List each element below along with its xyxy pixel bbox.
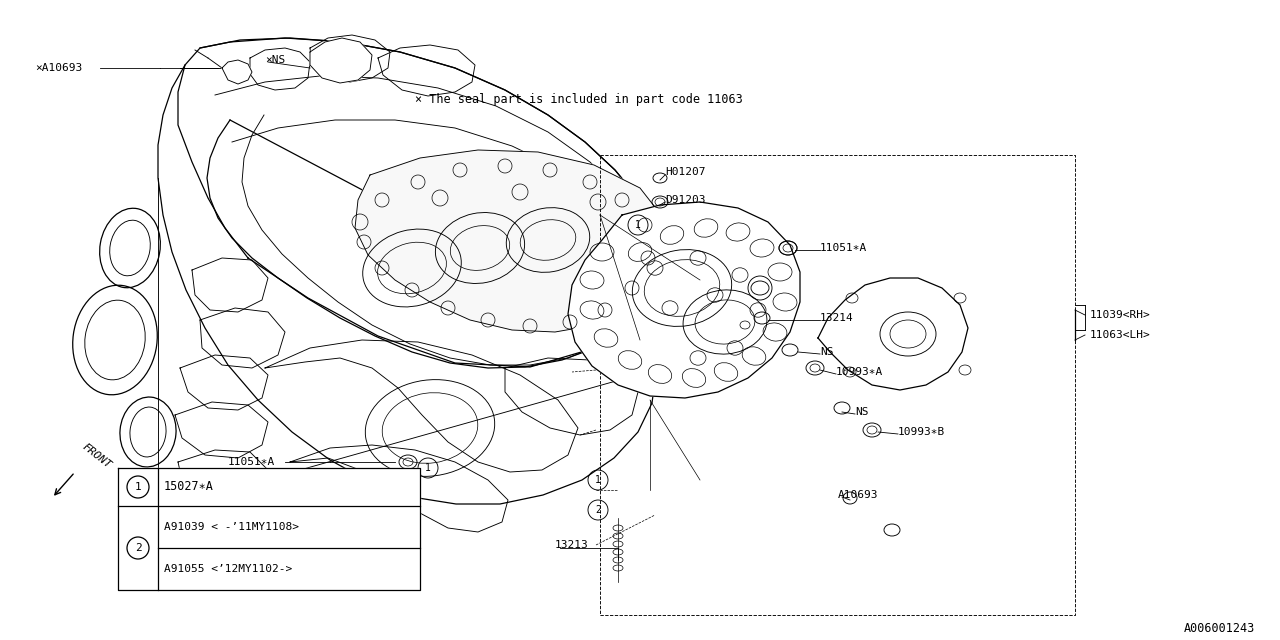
Text: D91203: D91203 [666,195,705,205]
Text: 1: 1 [425,463,431,473]
Text: NS: NS [820,347,833,357]
Text: ×NS: ×NS [265,55,285,65]
Text: H01207: H01207 [666,167,705,177]
Polygon shape [221,60,252,84]
Text: 11063<LH>: 11063<LH> [1091,330,1151,340]
Text: 11051∗A: 11051∗A [228,457,275,467]
Text: ×A10693: ×A10693 [35,63,82,73]
Text: 1: 1 [595,475,600,485]
Polygon shape [118,468,420,590]
Polygon shape [355,150,668,332]
Text: A91055 <’12MY1102->: A91055 <’12MY1102-> [164,564,292,574]
Text: 15027∗A: 15027∗A [164,481,214,493]
Text: 10993∗A: 10993∗A [836,367,883,377]
Polygon shape [178,38,658,367]
Text: 10993∗B: 10993∗B [899,427,945,437]
Text: 11039<RH>: 11039<RH> [1091,310,1151,320]
Text: FRONT: FRONT [79,442,113,470]
Text: 1: 1 [134,482,141,492]
Text: 2: 2 [595,505,600,515]
Text: 11051∗A: 11051∗A [820,243,868,253]
Text: 1: 1 [635,220,641,230]
Polygon shape [818,278,968,390]
Text: × The seal part is included in part code 11063: × The seal part is included in part code… [415,93,742,106]
Polygon shape [568,202,800,398]
Text: 13214: 13214 [820,313,854,323]
Text: A10693: A10693 [838,490,878,500]
Polygon shape [310,38,372,83]
Text: 2: 2 [134,543,141,553]
Text: A006001243: A006001243 [1184,621,1254,634]
Text: 13213: 13213 [556,540,589,550]
Text: NS: NS [855,407,869,417]
Text: A91039 < -’11MY1108>: A91039 < -’11MY1108> [164,522,300,532]
